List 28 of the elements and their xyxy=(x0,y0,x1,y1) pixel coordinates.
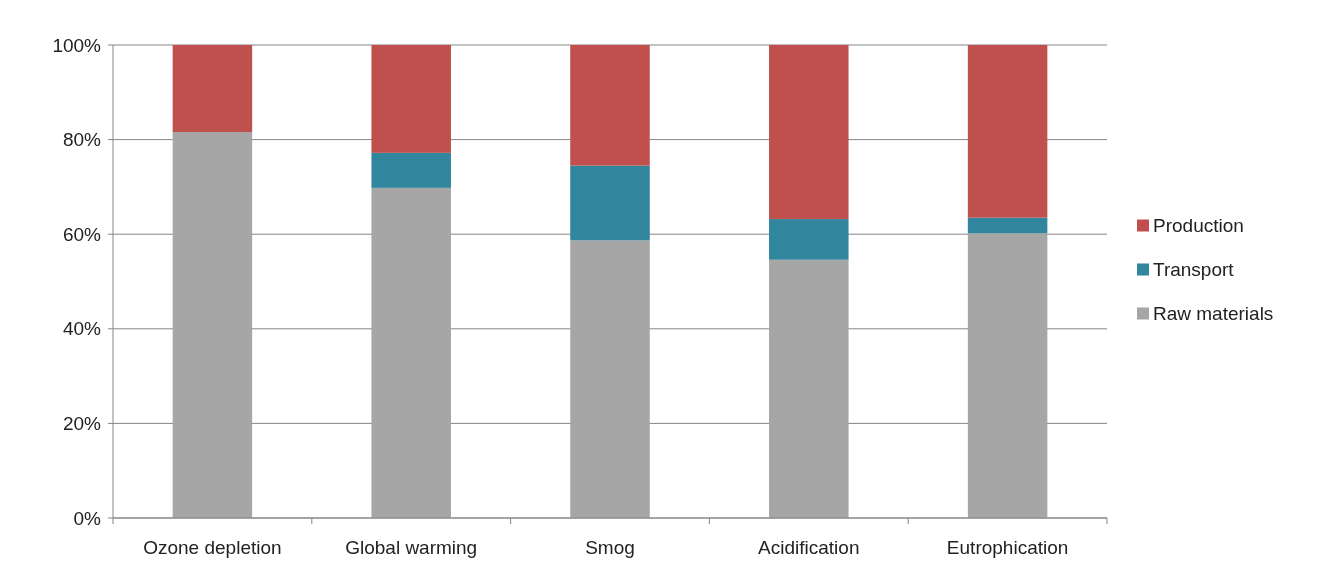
x-tick-label: Smog xyxy=(585,537,635,558)
x-tick-label: Ozone depletion xyxy=(143,537,282,558)
legend-label: Raw materials xyxy=(1153,303,1274,325)
bar xyxy=(967,45,1048,218)
bar xyxy=(769,219,849,260)
bar xyxy=(570,45,650,166)
bar xyxy=(570,165,650,241)
bar xyxy=(769,259,849,518)
bar xyxy=(371,152,451,188)
y-tick-label: 60% xyxy=(62,223,102,245)
y-tick-label: 80% xyxy=(62,129,102,151)
y-tick-label: 40% xyxy=(62,318,102,340)
bar xyxy=(172,45,253,133)
bar xyxy=(570,240,650,518)
bar xyxy=(967,217,1048,234)
y-tick-label: 100% xyxy=(52,34,102,56)
legend-label: Transport xyxy=(1153,259,1235,281)
bar xyxy=(769,45,849,220)
x-tick-label: Global warming xyxy=(345,537,478,558)
bar xyxy=(371,187,451,518)
x-tick-label: Eutrophication xyxy=(946,537,1069,558)
bar xyxy=(967,233,1048,518)
x-tick-label: Acidification xyxy=(758,537,860,558)
bar xyxy=(172,132,253,518)
bar xyxy=(371,45,451,153)
y-tick-label: 0% xyxy=(73,507,102,529)
legend-label: Production xyxy=(1153,215,1244,237)
y-tick-label: 20% xyxy=(62,413,102,435)
